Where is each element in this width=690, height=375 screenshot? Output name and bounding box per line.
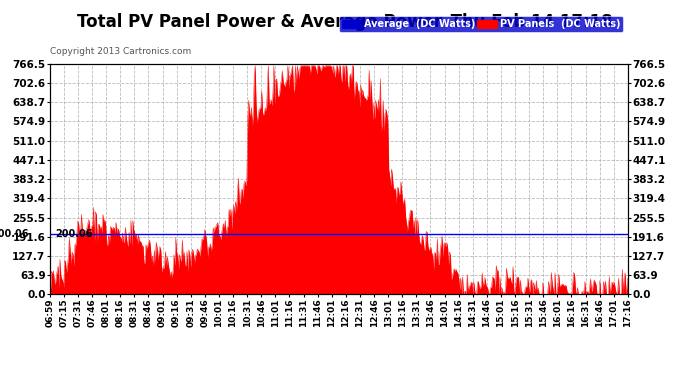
Text: 200.06: 200.06 xyxy=(0,229,29,239)
Text: Copyright 2013 Cartronics.com: Copyright 2013 Cartronics.com xyxy=(50,47,191,56)
Legend: Average  (DC Watts), PV Panels  (DC Watts): Average (DC Watts), PV Panels (DC Watts) xyxy=(339,16,623,32)
Text: Total PV Panel Power & Average Power Thu Feb 14 17:18: Total PV Panel Power & Average Power Thu… xyxy=(77,13,613,31)
Text: 200.06: 200.06 xyxy=(55,229,92,239)
